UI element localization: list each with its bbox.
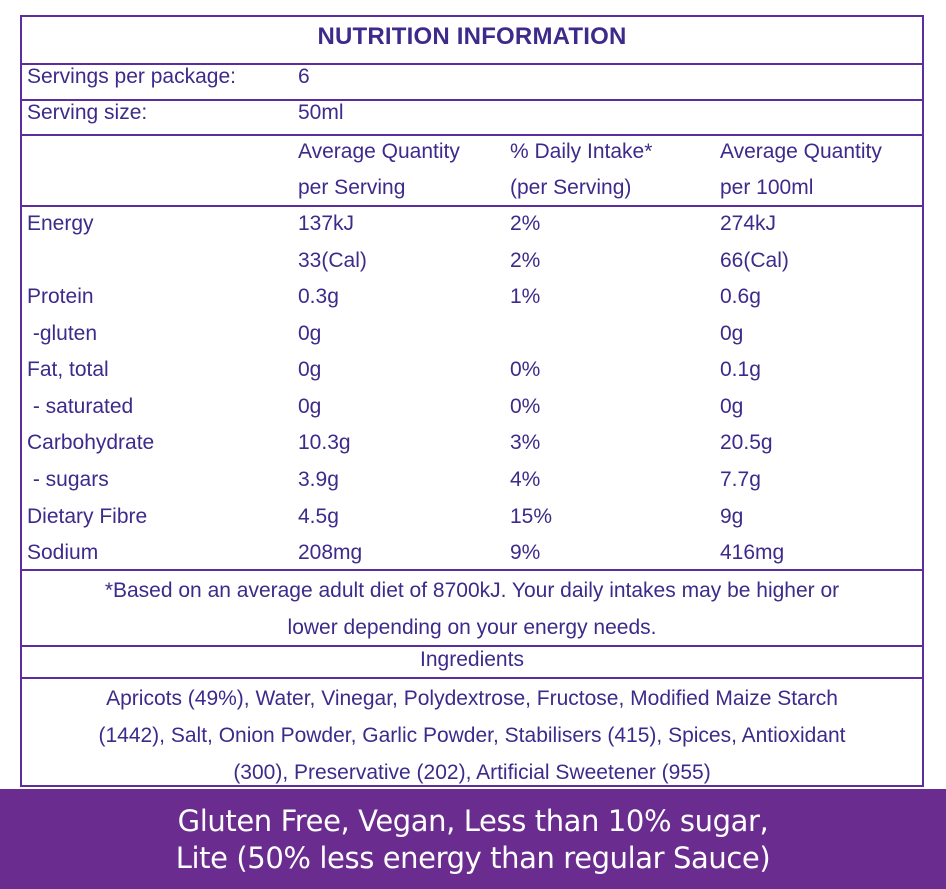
per-100ml-value: 7.7g bbox=[720, 468, 761, 491]
daily-intake-value: 1% bbox=[510, 285, 541, 308]
header-avg-serving-line1: Average Quantity bbox=[298, 140, 460, 163]
nutrient-name: Sodium bbox=[27, 541, 99, 564]
per-100ml-value: 274kJ bbox=[720, 212, 777, 235]
nutrient-name: - sugars bbox=[27, 468, 109, 491]
per-serving-value: 4.5g bbox=[298, 505, 339, 528]
divider-serving-size bbox=[22, 134, 922, 136]
servings-per-package-value: 6 bbox=[298, 65, 310, 88]
nutrient-name: Carbohydrate bbox=[27, 431, 155, 454]
daily-intake-value: 2% bbox=[510, 249, 541, 272]
daily-intake-value: 0% bbox=[510, 358, 541, 381]
serving-size-value: 50ml bbox=[298, 101, 344, 124]
header-avg-100ml-line2: per 100ml bbox=[720, 176, 814, 199]
banner-line2: Lite (50% less energy than regular Sauce… bbox=[175, 841, 771, 875]
per-serving-value: 0.3g bbox=[298, 285, 339, 308]
ingredients-line3: (300), Preservative (202), Artificial Sw… bbox=[233, 761, 711, 784]
daily-intake-value: 4% bbox=[510, 468, 541, 491]
divider-footnote bbox=[22, 569, 922, 571]
per-serving-value: 0g bbox=[298, 395, 322, 418]
footnote-line1: *Based on an average adult diet of 8700k… bbox=[104, 579, 840, 602]
per-serving-value: 10.3g bbox=[298, 431, 351, 454]
ingredients-line1: Apricots (49%), Water, Vinegar, Polydext… bbox=[106, 687, 838, 710]
per-serving-value: 0g bbox=[298, 322, 322, 345]
per-100ml-value: 20.5g bbox=[720, 431, 773, 454]
per-100ml-value: 0.6g bbox=[720, 285, 761, 308]
nutrient-name: Fat, total bbox=[27, 358, 109, 381]
per-100ml-value: 66(Cal) bbox=[720, 249, 789, 272]
daily-intake-value: 2% bbox=[510, 212, 541, 235]
per-100ml-value: 0g bbox=[720, 395, 744, 418]
ingredients-heading: Ingredients bbox=[420, 648, 524, 671]
footnote-line2: lower depending on your energy needs. bbox=[287, 616, 657, 639]
daily-intake-value: 0% bbox=[510, 395, 541, 418]
per-100ml-value: 0g bbox=[720, 322, 744, 345]
divider-servings bbox=[22, 99, 922, 101]
banner-line1: Gluten Free, Vegan, Less than 10% sugar, bbox=[177, 804, 769, 838]
per-serving-value: 137kJ bbox=[298, 212, 355, 235]
header-avg-serving-line2: per Serving bbox=[298, 176, 406, 199]
claims-banner: Gluten Free, Vegan, Less than 10% sugar,… bbox=[0, 789, 946, 889]
servings-per-package-label: Servings per package: bbox=[27, 65, 236, 88]
per-serving-value: 208mg bbox=[298, 541, 363, 564]
per-100ml-value: 9g bbox=[720, 505, 744, 528]
header-daily-intake-line1: % Daily Intake* bbox=[510, 140, 653, 163]
daily-intake-value: 15% bbox=[510, 505, 553, 528]
serving-size-label: Serving size: bbox=[27, 101, 148, 124]
divider-ingredients-heading bbox=[22, 645, 922, 647]
daily-intake-value: 9% bbox=[510, 541, 541, 564]
per-serving-value: 33(Cal) bbox=[298, 249, 367, 272]
ingredients-line2: (1442), Salt, Onion Powder, Garlic Powde… bbox=[98, 724, 846, 747]
per-100ml-value: 416mg bbox=[720, 541, 785, 564]
header-daily-intake-line2: (per Serving) bbox=[510, 176, 632, 199]
header-avg-100ml-line1: Average Quantity bbox=[720, 140, 882, 163]
divider-ingredients bbox=[22, 677, 922, 679]
nutrition-panel: NUTRITION INFORMATION Servings per packa… bbox=[20, 15, 924, 787]
nutrient-name: - saturated bbox=[27, 395, 134, 418]
nutrient-name: Dietary Fibre bbox=[27, 505, 148, 528]
daily-intake-value: 3% bbox=[510, 431, 541, 454]
divider-headers bbox=[22, 205, 922, 207]
panel-title: NUTRITION INFORMATION bbox=[317, 23, 627, 50]
per-serving-value: 3.9g bbox=[298, 468, 339, 491]
nutrient-name: -gluten bbox=[27, 322, 98, 345]
nutrient-name: Energy bbox=[27, 212, 94, 235]
nutrient-name: Protein bbox=[27, 285, 94, 308]
per-100ml-value: 0.1g bbox=[720, 358, 761, 381]
per-serving-value: 0g bbox=[298, 358, 322, 381]
divider-title bbox=[22, 63, 922, 65]
